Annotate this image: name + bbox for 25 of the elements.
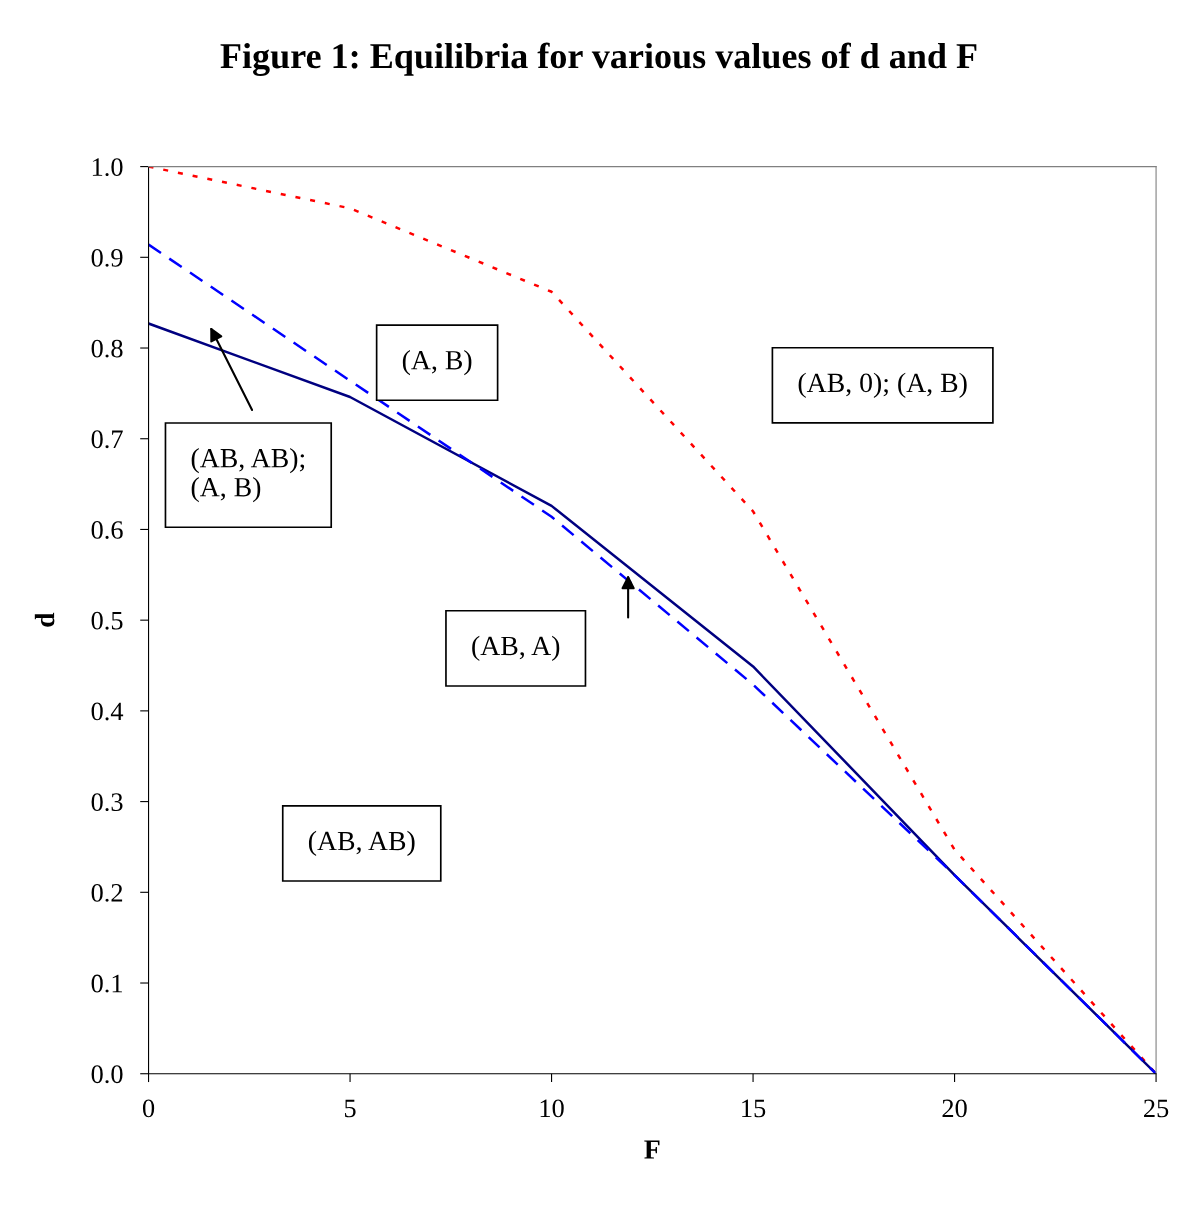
y-tick-label: 0.8 <box>91 339 123 358</box>
annotation: (A, B) <box>402 350 472 376</box>
y-tick-label: 0.9 <box>91 248 123 267</box>
x-tick-label: 0 <box>142 1099 155 1118</box>
x-tick-label: 10 <box>540 1099 564 1118</box>
y-tick-label: 0.6 <box>91 521 123 539</box>
y-tick-label: 0.4 <box>91 702 124 721</box>
y-tick-label: 1.0 <box>92 158 123 177</box>
y-tick-label: 0.2 <box>91 883 123 902</box>
annotation: (AB, 0); (A, B) <box>798 372 967 398</box>
x-tick-label: 15 <box>742 1099 766 1118</box>
annotation: (AB, AB) <box>308 830 415 857</box>
chart-title: Figure 1: Equilibria for various values of d and F <box>220 42 977 76</box>
y-tick-label: 0.7 <box>91 430 123 449</box>
annotation: (AB, AB); (A, B) <box>191 448 305 503</box>
y-tick-label: 0.0 <box>91 1065 123 1084</box>
annotation: (AB, A) <box>472 635 560 661</box>
y-tick-label: 0.3 <box>91 793 123 812</box>
x-tick-label: 5 <box>344 1099 356 1118</box>
x-axis-title: F <box>644 1140 660 1159</box>
x-tick-label: 25 <box>1144 1099 1169 1118</box>
y-tick-label: 0.1 <box>91 974 122 993</box>
y-axis-title: d <box>34 612 55 627</box>
x-tick-label: 20 <box>942 1099 967 1118</box>
y-tick-label: 0.5 <box>91 611 123 630</box>
